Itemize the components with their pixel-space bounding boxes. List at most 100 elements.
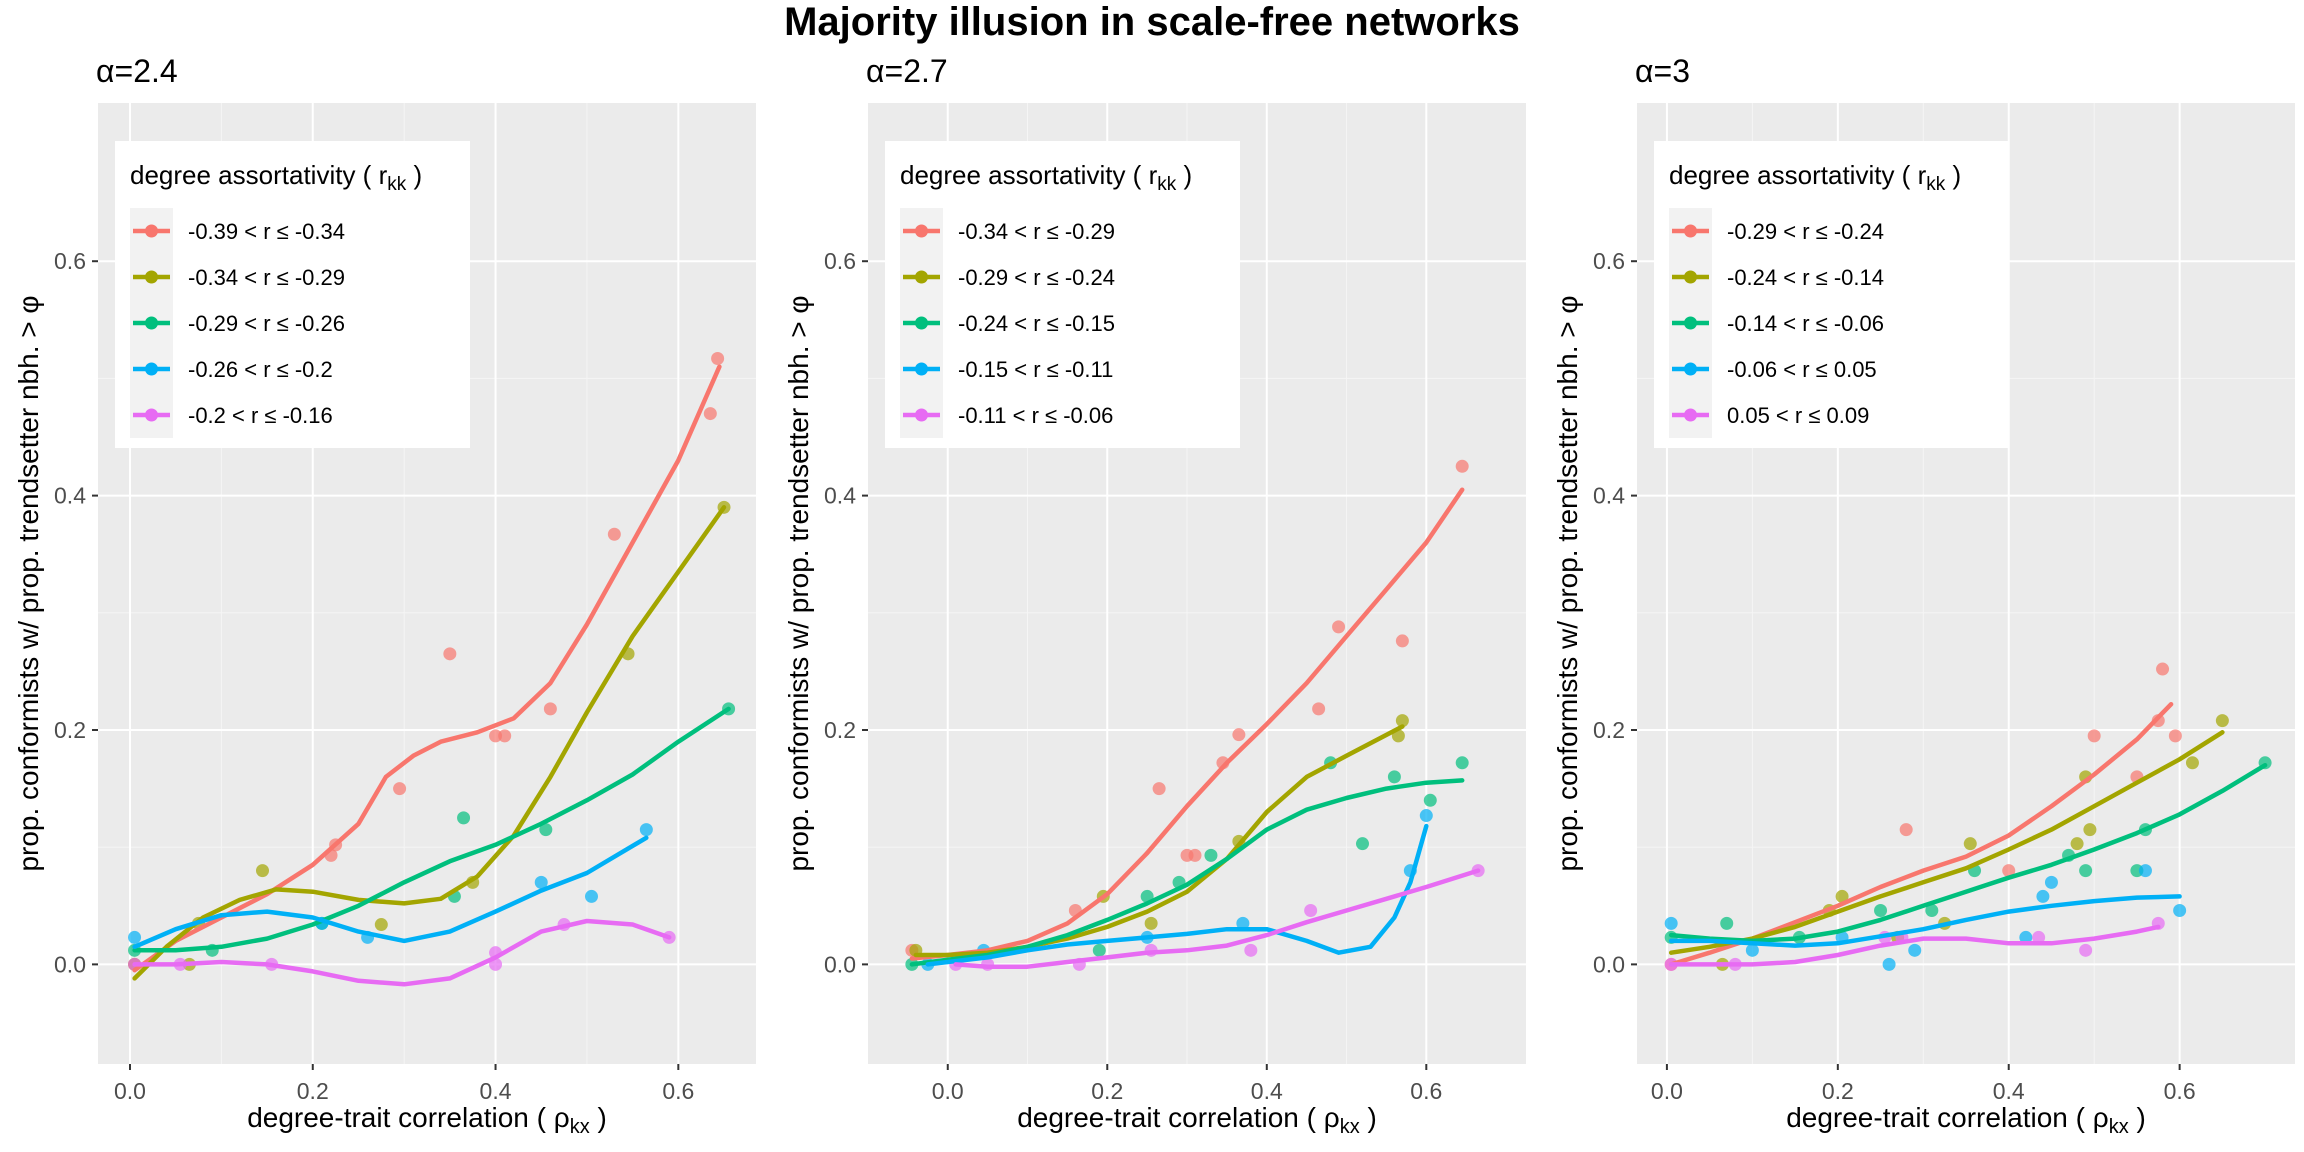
y-tick-label: 0.0 (1593, 951, 1625, 977)
legend-key-point (145, 362, 158, 376)
data-point (1387, 770, 1401, 784)
trend-line-series-4 (132, 835, 649, 950)
legend-box (115, 141, 470, 448)
y-axis-title: prop. conformists w/ prop. trendsetter n… (13, 295, 44, 871)
y-tick-label: 0.6 (1593, 248, 1625, 274)
legend-title-close: ) (1945, 160, 1961, 190)
legend-key-point (1684, 408, 1697, 422)
legend-key-point (915, 316, 928, 330)
y-axis-title: prop. conformists w/ prop. trendsetter n… (1552, 295, 1583, 871)
data-point (374, 918, 388, 932)
legend-label: -0.24 < r ≤ -0.15 (958, 311, 1115, 336)
x-tick-label: 0.0 (932, 1078, 964, 1104)
data-point (1232, 728, 1246, 742)
x-tick-label: 0.4 (1251, 1078, 1283, 1104)
y-tick-label: 0.6 (54, 248, 86, 274)
x-axis-title-symbol: ρ (1324, 1102, 1340, 1133)
data-point (539, 823, 553, 837)
data-point (2156, 662, 2170, 676)
legend: degree assortativity ( rkk ) -0.29 < r ≤ … (1654, 141, 2009, 448)
data-point (2032, 930, 2046, 944)
legend-label: -0.29 < r ≤ -0.24 (1727, 219, 1884, 244)
data-point (2019, 930, 2033, 944)
data-point (1312, 702, 1326, 716)
x-tick-label: 0.4 (1993, 1078, 2025, 1104)
data-point (534, 875, 548, 889)
legend-key-point (145, 316, 158, 330)
legend-title: degree assortativity ( rkk ) (900, 160, 1192, 195)
legend-title-symbol: r (1918, 160, 1927, 190)
legend-label: -0.29 < r ≤ -0.24 (958, 265, 1115, 290)
x-axis-title-text: degree-trait correlation ( (1786, 1102, 2093, 1133)
legend-title-close: ) (406, 160, 422, 190)
trend-line-series-2 (132, 505, 727, 981)
legend-label: 0.05 < r ≤ 0.09 (1727, 403, 1869, 428)
x-tick-label: 0.2 (1822, 1078, 1854, 1104)
data-point (639, 823, 653, 837)
trend-line-series-4 (1668, 894, 2182, 948)
x-tick-label: 0.6 (662, 1078, 694, 1104)
y-tick-label: 0.2 (54, 717, 86, 743)
x-axis-title-text: degree-trait correlation ( (247, 1102, 554, 1133)
x-tick-label: 0.4 (480, 1078, 512, 1104)
data-point (1899, 823, 1913, 837)
legend-title-symbol: r (379, 160, 388, 190)
data-point (1745, 943, 1759, 957)
trend-line-series-2 (913, 724, 1405, 958)
data-point (2087, 729, 2101, 743)
trend-line-series-2 (1668, 730, 2225, 955)
data-point (711, 351, 725, 365)
y-tick-label: 0.6 (824, 248, 856, 274)
data-point (1455, 756, 1469, 770)
x-axis-title: degree-trait correlation ( ρkx ) (1017, 1102, 1377, 1138)
trend-line-series-3 (909, 778, 1465, 967)
legend-label: -0.24 < r ≤ -0.14 (1727, 265, 1884, 290)
data-point (2185, 756, 2199, 770)
x-tick-label: 0.0 (114, 1078, 146, 1104)
data-point (1092, 943, 1106, 957)
data-point (1664, 916, 1678, 930)
legend-box (1654, 141, 2009, 448)
data-point (2036, 889, 2050, 903)
chart-panel-3: 0.0 0.2 0.4 0.6 0.0 0.2 0.4 0.6 α=3 degree-trait … (1552, 53, 2295, 1138)
data-point (1188, 848, 1202, 862)
legend-key-point (915, 224, 928, 238)
legend-title-text: degree assortativity ( (130, 160, 379, 190)
data-point (1720, 916, 1734, 930)
y-tick-label: 0.4 (1593, 483, 1625, 509)
data-point (1882, 957, 1896, 971)
legend: degree assortativity ( rkk ) -0.34 < r ≤ … (885, 141, 1240, 448)
x-tick-label: 0.6 (2164, 1078, 2196, 1104)
trend-line-series-5 (1668, 924, 2161, 967)
x-tick-label: 0.2 (1091, 1078, 1123, 1104)
trend-line-series-3 (132, 706, 731, 953)
x-axis-title-close: ) (2129, 1102, 2146, 1133)
legend-key-point (1684, 224, 1697, 238)
data-point (2044, 875, 2058, 889)
trend-line-series-5 (132, 918, 672, 987)
x-axis-title-subscript: kx (1340, 1116, 1360, 1138)
panel-title: α=2.4 (96, 53, 178, 89)
data-point (2138, 864, 2152, 878)
x-axis-title-subscript: kx (2109, 1116, 2129, 1138)
data-point (1925, 903, 1939, 917)
legend-title-close: ) (1176, 160, 1192, 190)
y-tick-label: 0.4 (54, 483, 86, 509)
data-point (1395, 634, 1409, 648)
legend-key-point (915, 270, 928, 284)
data-point (1963, 837, 1977, 851)
legend-key-point (145, 270, 158, 284)
data-point (2215, 714, 2229, 728)
legend-key-point (915, 408, 928, 422)
x-axis-title-symbol: ρ (554, 1102, 570, 1133)
x-tick-label: 0.0 (1651, 1078, 1683, 1104)
x-tick-label: 0.6 (1410, 1078, 1442, 1104)
data-point (457, 811, 471, 825)
data-point (2168, 729, 2182, 743)
legend-key-point (1684, 316, 1697, 330)
data-point (2070, 837, 2084, 851)
data-point (498, 729, 512, 743)
trend-line-series-1 (132, 364, 722, 973)
panel-title: α=3 (1635, 53, 1690, 89)
legend-title-symbol: r (1149, 160, 1158, 190)
